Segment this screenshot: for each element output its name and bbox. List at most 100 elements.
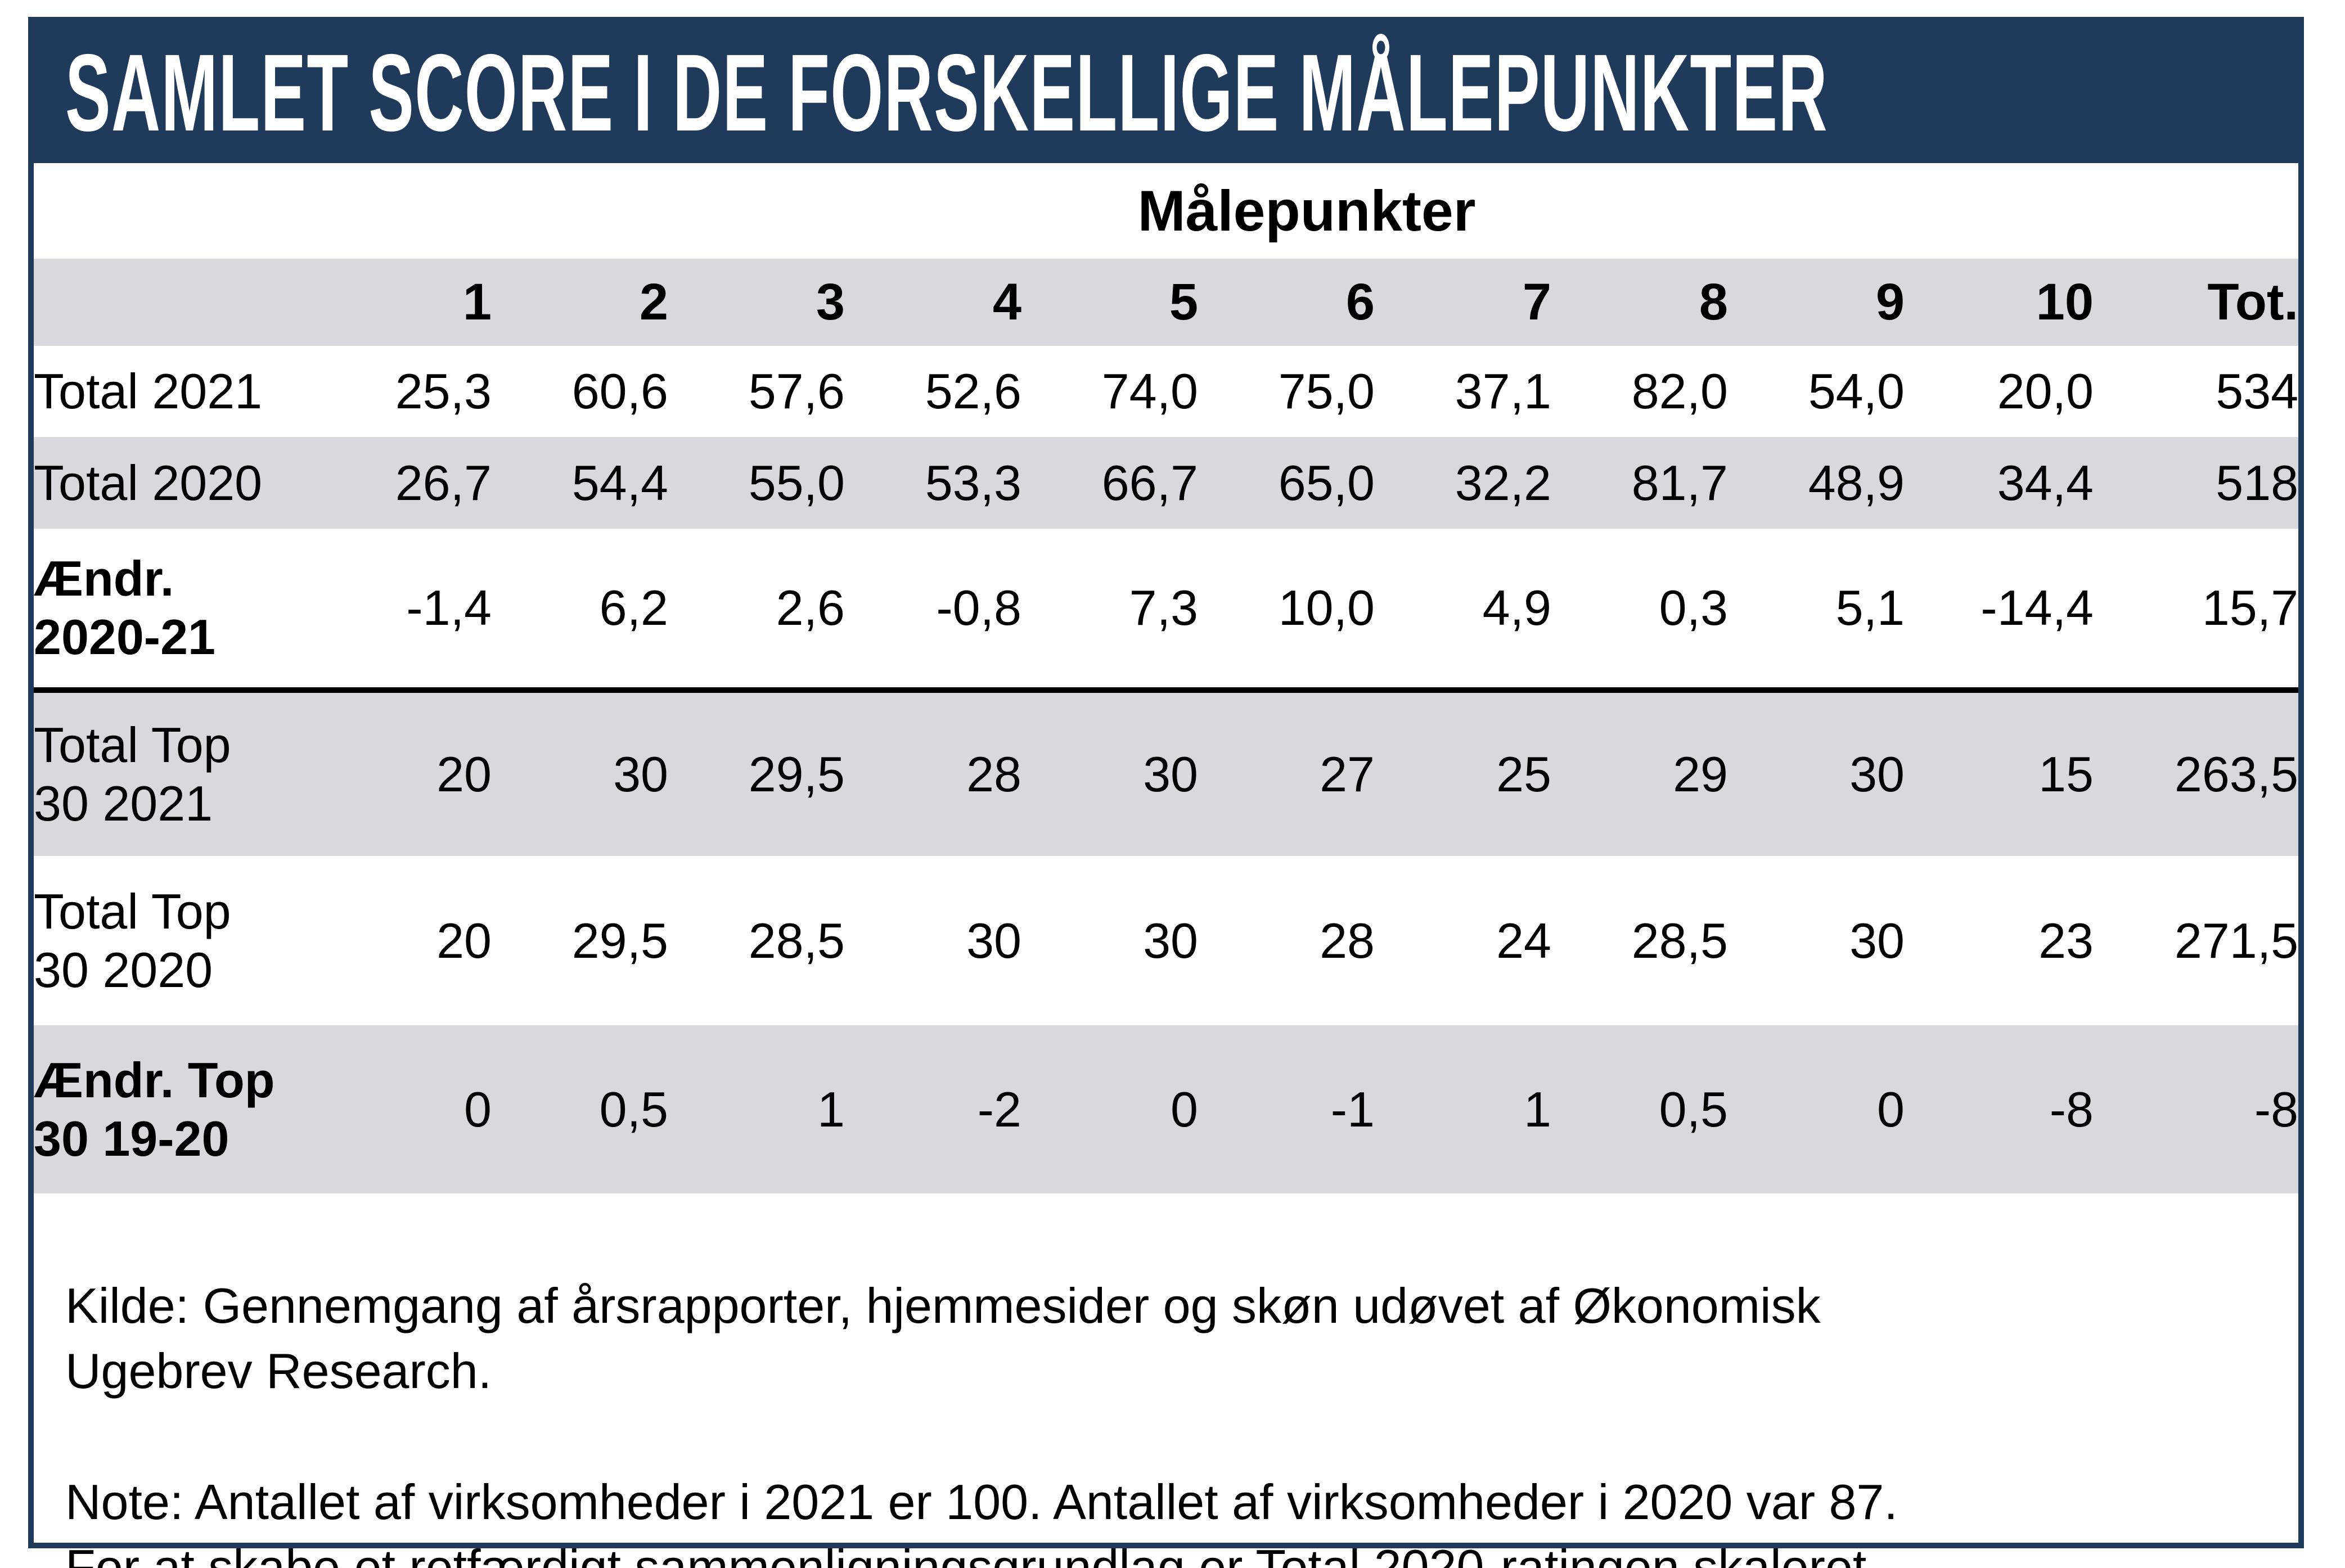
col-header: 5 — [1169, 273, 1198, 331]
score-cell: -1,4 — [406, 580, 492, 636]
score-cell: 20 — [436, 912, 492, 968]
row-label: Total 2020 — [34, 454, 263, 511]
score-cell: 60,6 — [571, 363, 668, 419]
score-cell: -14,4 — [1981, 580, 2094, 636]
score-cell: 0,3 — [1659, 580, 1728, 636]
score-cell: 0,5 — [599, 1081, 668, 1137]
score-cell: 65,0 — [1278, 454, 1375, 511]
score-cell: 55,0 — [748, 454, 845, 511]
score-cell: 30 — [966, 912, 1021, 968]
total-cell: 15,7 — [2202, 580, 2299, 636]
score-cell: 30 — [1728, 687, 1905, 856]
score-cell: 54,0 — [1808, 363, 1905, 419]
row-aendr-2020-21: Ændr. 2020-21 -1,4 6,2 2,6 -0,8 7,3 10,0… — [34, 529, 2298, 690]
score-cell: 81,7 — [1631, 454, 1728, 511]
score-cell: 28 — [1320, 912, 1375, 968]
page-title: SAMLET SCORE I DE FORSKELLIGE MÅLEPUNKTE… — [65, 31, 1828, 154]
col-header: 6 — [1345, 273, 1375, 331]
score-cell: 2,6 — [776, 580, 845, 636]
score-cell: 4,9 — [1482, 580, 1551, 636]
score-cell: 28,5 — [1631, 912, 1728, 968]
score-cell: 29,5 — [571, 912, 668, 968]
score-cell: -8 — [2049, 1081, 2094, 1137]
score-cell: 26,7 — [395, 454, 492, 511]
score-cell: 52,6 — [925, 363, 1021, 419]
score-cell: 48,9 — [1808, 454, 1905, 511]
row-aendr-top30-19-20: Ændr. Top 30 19-20 0 0,5 1 -2 0 -1 1 0,5… — [34, 1025, 2299, 1193]
total-cell: -8 — [2254, 1081, 2299, 1137]
title-bar: SAMLET SCORE I DE FORSKELLIGE MÅLEPUNKTE… — [34, 22, 2298, 163]
score-cell: 0,5 — [1659, 1081, 1728, 1137]
score-cell: 57,6 — [748, 363, 845, 419]
score-cell: 28,5 — [748, 912, 845, 968]
col-header: 3 — [816, 273, 845, 331]
score-cell: 10,0 — [1278, 580, 1375, 636]
col-header: 8 — [1699, 273, 1728, 331]
score-cell: 75,0 — [1278, 363, 1375, 419]
score-cell: 28 — [845, 687, 1021, 856]
col-header-total: Tot. — [2207, 273, 2299, 331]
score-cell: 24 — [1496, 912, 1551, 968]
score-cell: 54,4 — [571, 454, 668, 511]
total-cell: 263,5 — [2094, 687, 2299, 856]
score-table: Målepunkter 1 2 3 4 5 6 7 8 9 10 Tot. To… — [34, 163, 2299, 1193]
score-cell: 20,0 — [1997, 363, 2094, 419]
score-cell: 5,1 — [1835, 580, 1905, 636]
score-cell: 37,1 — [1455, 363, 1551, 419]
row-label: Total Top 30 2021 — [34, 687, 315, 856]
footnote-kilde: Kilde: Gennemgang af årsrapporter, hjemm… — [65, 1278, 1821, 1399]
score-cell: 29,5 — [668, 687, 845, 856]
score-cell: 30 — [492, 687, 668, 856]
total-cell: 271,5 — [2174, 912, 2299, 968]
score-table-card: SAMLET SCORE I DE FORSKELLIGE MÅLEPUNKTE… — [28, 17, 2304, 1568]
score-cell: 53,3 — [925, 454, 1021, 511]
score-cell: 1 — [817, 1081, 845, 1137]
score-cell: 27 — [1198, 687, 1375, 856]
row-total-2020: Total 2020 26,7 54,4 55,0 53,3 66,7 65,0… — [34, 437, 2299, 529]
score-cell: 74,0 — [1101, 363, 1198, 419]
empty-cell — [34, 259, 315, 346]
score-cell: 6,2 — [599, 580, 668, 636]
score-cell: 29 — [1551, 687, 1728, 856]
col-header: 9 — [1875, 273, 1905, 331]
row-total-2021: Total 2021 25,3 60,6 57,6 52,6 74,0 75,0… — [34, 346, 2298, 437]
score-cell: 32,2 — [1455, 454, 1551, 511]
score-cell: 30 — [1143, 912, 1198, 968]
empty-cell — [34, 163, 315, 259]
score-cell: 1 — [1524, 1081, 1551, 1137]
score-cell: 7,3 — [1129, 580, 1198, 636]
score-cell: 25,3 — [395, 363, 492, 419]
group-header: Målepunkter — [1137, 178, 1476, 243]
row-label: Ændr. Top 30 19-20 — [34, 1052, 275, 1166]
row-label: Total 2021 — [34, 363, 263, 420]
score-cell: -2 — [977, 1081, 1021, 1137]
col-header: 2 — [639, 273, 668, 331]
score-cell: 15 — [1905, 687, 2094, 856]
row-total-top30-2021: Total Top 30 2021 20 30 29,5 28 30 27 25… — [34, 687, 2299, 856]
score-cell: 82,0 — [1631, 363, 1728, 419]
row-label: Ændr. 2020-21 — [34, 551, 215, 665]
total-cell: 518 — [2216, 454, 2299, 511]
group-header-row: Målepunkter — [34, 163, 2298, 259]
score-cell: 66,7 — [1101, 454, 1198, 511]
total-cell: 534 — [2216, 363, 2299, 419]
score-cell: 30 — [1849, 912, 1905, 968]
score-cell: 30 — [1021, 687, 1198, 856]
col-header: 10 — [2036, 273, 2094, 331]
col-header: 4 — [992, 273, 1021, 331]
col-header: 1 — [462, 273, 492, 331]
score-cell: 23 — [2038, 912, 2094, 968]
score-cell: -0,8 — [936, 580, 1021, 636]
score-cell: 0 — [1877, 1081, 1905, 1137]
score-cell: 25 — [1375, 687, 1551, 856]
footnote-block: Kilde: Gennemgang af årsrapporter, hjemm… — [34, 1193, 2298, 1568]
col-header: 7 — [1522, 273, 1551, 331]
row-label: Total Top 30 2020 — [34, 883, 231, 998]
score-cell: 0 — [1171, 1081, 1198, 1137]
column-header-row: 1 2 3 4 5 6 7 8 9 10 Tot. — [34, 259, 2299, 346]
score-cell: 20 — [315, 687, 492, 856]
score-cell: -1 — [1330, 1081, 1375, 1137]
score-cell: 0 — [464, 1081, 492, 1137]
footnote-note: Note: Antallet af virksomheder i 2021 er… — [65, 1474, 1898, 1568]
